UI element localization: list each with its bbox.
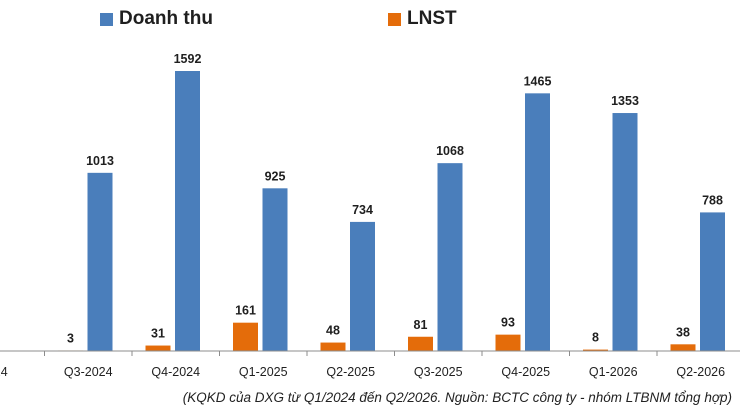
data-label-doanh-thu: 1068	[436, 144, 464, 158]
x-tick-label: Q1-2025	[239, 365, 288, 379]
data-label-lnst: 38	[676, 325, 690, 339]
data-label-lnst: 81	[414, 318, 428, 332]
bar-lnst	[320, 342, 346, 351]
legend-label-lnst: LNST	[407, 8, 457, 29]
bar-doanh-thu	[350, 221, 375, 351]
bar-group: 3 1013 31 1592 161 925 48 734 81 1068 93 1465 8 1353 3…	[58, 52, 725, 352]
bar-lnst	[233, 322, 258, 351]
data-label-doanh-thu: 1465	[524, 74, 552, 88]
data-label-lnst: 48	[326, 324, 340, 338]
data-label-doanh-thu: 1353	[611, 94, 639, 108]
bar-doanh-thu	[525, 93, 550, 352]
x-axis: 24 Q3-2024 Q4-2024 Q1-2025 Q2-2025 Q3-2025 Q4-…	[0, 350, 740, 379]
x-tick-label: 24	[0, 365, 8, 379]
bar-lnst	[670, 344, 696, 351]
bar-doanh-thu	[700, 212, 725, 351]
bar-chart-plot: 3 1013 31 1592 161 925 48 734 81 1068 93 1465 8 1353 3…	[0, 52, 740, 379]
data-label-doanh-thu: 734	[352, 203, 373, 217]
bar-lnst	[408, 336, 433, 351]
data-label-doanh-thu: 1592	[174, 52, 202, 66]
legend-item-lnst: LNST	[388, 8, 457, 30]
x-tick-label: Q2-2025	[326, 365, 375, 379]
data-label-doanh-thu: 788	[702, 193, 723, 207]
data-label-lnst: 8	[592, 331, 599, 345]
chart-source-note: (KQKD của DXG từ Q1/2024 đến Q2/2026. Ng…	[182, 390, 732, 405]
data-label-lnst: 31	[151, 327, 165, 341]
bar-doanh-thu	[612, 113, 638, 351]
bar-doanh-thu	[437, 163, 463, 351]
legend-label-doanh-thu: Doanh thu	[119, 8, 213, 29]
legend-item-doanh-thu: Doanh thu	[100, 8, 213, 30]
data-label-lnst: 3	[67, 331, 74, 345]
data-label-doanh-thu: 1013	[86, 154, 114, 168]
x-tick-label: Q3-2024	[64, 365, 113, 379]
data-label-lnst: 93	[501, 316, 515, 330]
x-tick-label: Q3-2025	[414, 365, 463, 379]
x-tick-label: Q4-2024	[151, 365, 200, 379]
bar-lnst	[583, 349, 608, 351]
legend-swatch-doanh-thu	[100, 12, 113, 26]
bar-doanh-thu	[175, 71, 200, 351]
x-tick-label: Q1-2026	[589, 365, 638, 379]
bar-doanh-thu	[262, 188, 288, 351]
bar-lnst	[145, 345, 171, 351]
legend-swatch-lnst	[388, 12, 401, 26]
data-label-lnst: 161	[235, 304, 256, 318]
x-tick-label: Q2-2026	[676, 365, 725, 379]
bar-lnst	[495, 334, 521, 351]
bar-doanh-thu	[87, 172, 113, 351]
x-tick-label: Q4-2025	[501, 365, 550, 379]
data-label-doanh-thu: 925	[265, 169, 286, 183]
